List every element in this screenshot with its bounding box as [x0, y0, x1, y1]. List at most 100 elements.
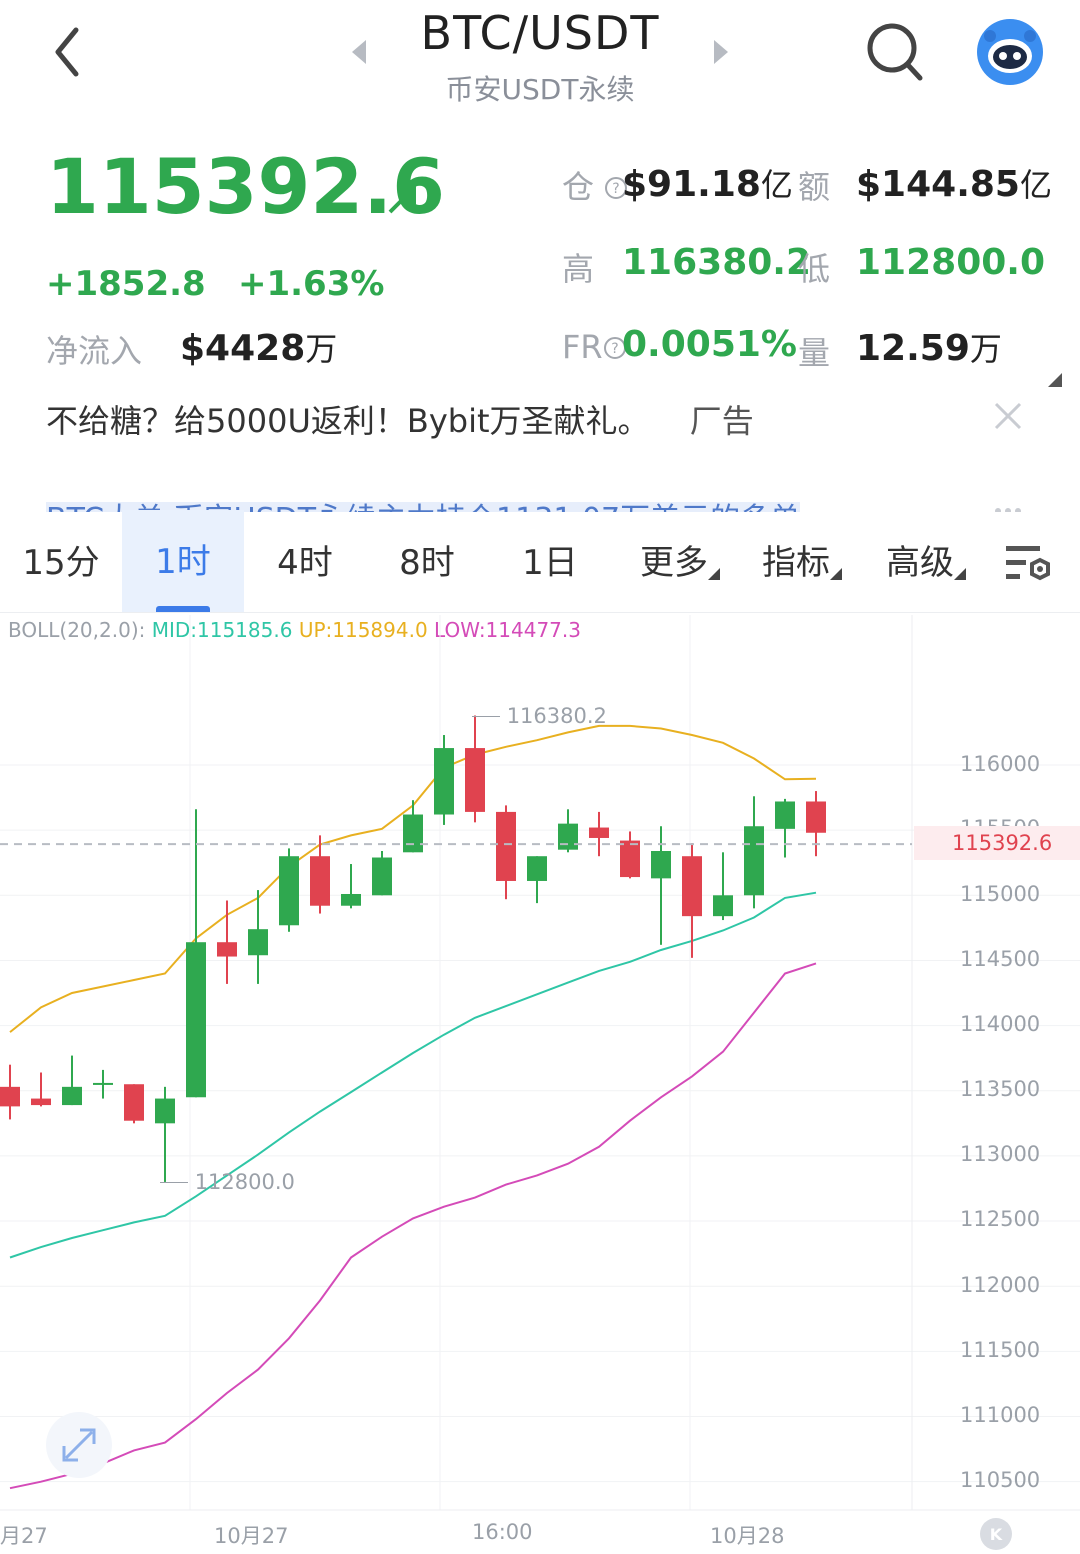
boll-up-line [9, 724, 817, 1033]
dropdown-corner-icon [708, 568, 720, 580]
tab-1h[interactable]: 1时 [122, 510, 244, 612]
symbol-title[interactable]: BTC/USDT [420, 6, 660, 60]
candle-body [279, 856, 299, 926]
tab-15m[interactable]: 15分 [22, 543, 100, 583]
candle-body [744, 826, 764, 896]
settings-icon [1006, 546, 1050, 581]
funding-rate-value: 0.0051% [622, 324, 797, 365]
x-tick: 月27 [0, 1524, 48, 1548]
search-button[interactable] [864, 20, 928, 84]
candle-body [496, 811, 516, 881]
low-label: 低 [798, 250, 831, 288]
candle-body [217, 942, 237, 957]
funding-rate-label: FR? [562, 328, 627, 366]
y-tick: 111500 [960, 1338, 1041, 1362]
chart-settings-button[interactable] [1004, 542, 1056, 590]
svg-text:K: K [990, 1525, 1003, 1544]
close-icon [994, 402, 1022, 430]
candle-body [558, 823, 578, 850]
candle-body [527, 856, 547, 881]
y-tick: 113500 [960, 1077, 1041, 1101]
candle-body [0, 1086, 20, 1107]
tab-1d[interactable]: 1日 [522, 543, 578, 583]
netflow-value: $4428万 [180, 324, 337, 370]
y-tick: 110500 [960, 1468, 1041, 1492]
price-change: +1852.8 [46, 264, 206, 304]
tab-more[interactable]: 更多 [630, 538, 730, 610]
y-tick: 116000 [960, 752, 1041, 776]
low-marker: 112800.0 [160, 1170, 295, 1194]
news-ticker[interactable]: BTC大单 币安USDT永续主力持仓1131.07万美元的多单 [0, 494, 1080, 512]
candle-body [403, 814, 423, 853]
k-logo-button[interactable]: K [980, 1518, 1012, 1550]
x-tick: 10月27 [214, 1524, 289, 1548]
k-logo-icon: K [990, 1525, 1003, 1544]
netflow-amount: $4428 [180, 328, 306, 369]
x-tick: 10月28 [710, 1524, 785, 1548]
candle-body [155, 1098, 175, 1124]
y-tick: 114500 [960, 947, 1041, 971]
chevron-left-icon [55, 27, 79, 77]
y-tick: 112500 [960, 1207, 1041, 1231]
help-icon[interactable]: ? [604, 176, 628, 200]
tab-4h[interactable]: 4时 [277, 543, 333, 583]
search-icon [867, 23, 923, 81]
ad-tag: 厂告 [689, 402, 754, 440]
candle-body [372, 857, 392, 896]
candle-body [589, 827, 609, 838]
candle-body [713, 895, 733, 917]
trend-up-icon [386, 182, 420, 220]
next-symbol-button[interactable] [712, 38, 730, 70]
volume-value: 12.59万 [856, 328, 1002, 369]
caret-right-icon [714, 40, 728, 64]
ticker-text: BTC大单 币安USDT永续主力持仓1131.07万美元的多单 [46, 502, 801, 512]
caret-left-icon [352, 40, 366, 64]
candle-body [434, 748, 454, 815]
amount-label: 额 [798, 168, 831, 206]
price-change-pct: +1.63% [238, 264, 385, 304]
tab-indicators[interactable]: 指标 [752, 538, 852, 610]
candle-body [186, 942, 206, 1098]
dropdown-corner-icon [830, 568, 842, 580]
expand-icon [62, 1428, 96, 1462]
tabs-divider [0, 612, 1080, 613]
low-value: 112800.0 [856, 242, 1046, 283]
candle-body [620, 840, 640, 878]
x-tick: 16:00 [472, 1520, 533, 1544]
tab-advanced[interactable]: 高级 [876, 538, 976, 610]
y-tick: 112000 [960, 1273, 1041, 1297]
candle-body [775, 801, 795, 829]
boll-mid-line [9, 891, 817, 1259]
volume-label: 量 [798, 334, 831, 372]
candle-body [341, 893, 361, 906]
close-ad-button[interactable] [992, 400, 1024, 436]
boll-low-line [9, 962, 817, 1490]
fullscreen-button[interactable] [46, 1412, 112, 1478]
expand-corner-icon[interactable] [1048, 372, 1062, 391]
active-tab-indicator [156, 606, 210, 612]
help-icon[interactable]: ? [603, 336, 627, 360]
current-price-tag: 115392.6 [914, 826, 1080, 860]
robot-avatar-icon [977, 19, 1043, 85]
netflow-unit: 万 [305, 330, 338, 368]
assistant-avatar-button[interactable] [976, 18, 1044, 86]
boll-up: UP:115894.0 [298, 618, 428, 642]
candle-body [465, 748, 485, 812]
high-label: 高 [562, 250, 595, 288]
market-subtitle: 币安USDT永续 [445, 73, 635, 106]
netflow-label: 净流入 [46, 332, 143, 370]
y-tick: 113000 [960, 1142, 1041, 1166]
y-tick: 111000 [960, 1403, 1041, 1427]
prev-symbol-button[interactable] [350, 38, 368, 70]
boll-mid: MID:115185.6 [151, 618, 293, 642]
ad-banner[interactable]: 不给糖？给5000U返利！Bybit万圣献礼。 厂告 [46, 396, 1006, 444]
more-icon[interactable] [992, 500, 1024, 512]
svg-text:?: ? [611, 341, 618, 357]
high-value: 116380.2 [622, 242, 812, 283]
back-button[interactable] [48, 22, 96, 82]
open-interest-value: $91.18亿 [622, 164, 793, 205]
tab-8h[interactable]: 8时 [399, 543, 455, 583]
svg-text:?: ? [612, 181, 619, 197]
boll-low: LOW:114477.3 [434, 618, 581, 642]
